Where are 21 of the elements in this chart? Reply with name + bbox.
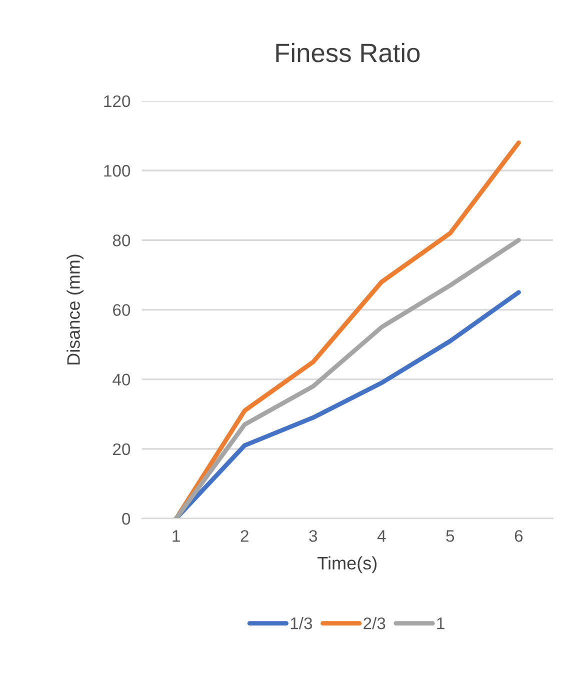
x-tick-label: 5 bbox=[446, 530, 454, 542]
x-tick-label: 1 bbox=[172, 530, 180, 542]
y-tick-label: 60 bbox=[113, 304, 130, 316]
legend-label: 1 bbox=[437, 618, 444, 630]
y-tick-label: 80 bbox=[112, 234, 130, 246]
chart-title: Finess Ratio bbox=[276, 42, 420, 62]
x-tick-label: 4 bbox=[377, 530, 386, 542]
x-tick-label: 3 bbox=[309, 530, 318, 542]
legend-label: 1/3 bbox=[290, 617, 312, 630]
y-tick-label: 0 bbox=[122, 512, 130, 525]
x-axis-title: Time(s) bbox=[318, 556, 377, 574]
y-tick-label: 120 bbox=[104, 95, 130, 108]
x-tick-label: 2 bbox=[240, 530, 248, 542]
line-series bbox=[174, 238, 521, 519]
x-tick-label: 6 bbox=[514, 530, 523, 542]
y-axis-title: Disance (mm) bbox=[66, 254, 84, 364]
y-tick-label: 40 bbox=[112, 374, 130, 386]
y-tick-label: 20 bbox=[113, 443, 130, 456]
line-series bbox=[174, 140, 521, 519]
y-tick-label: 100 bbox=[104, 164, 130, 177]
legend-label: 2/3 bbox=[364, 617, 386, 630]
